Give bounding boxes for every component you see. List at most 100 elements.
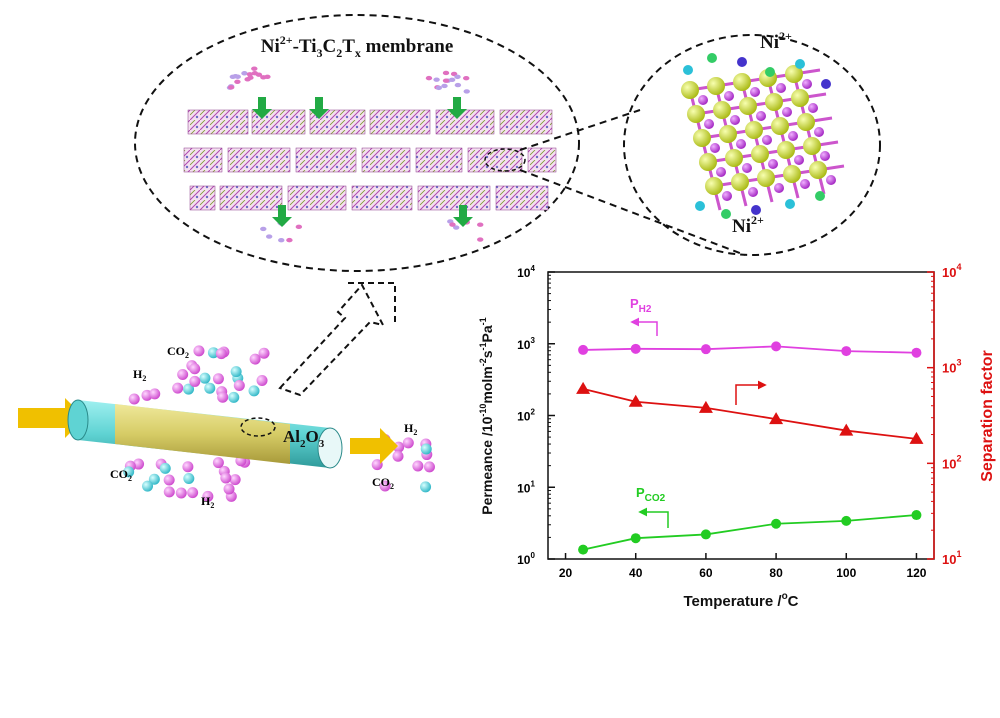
tube-gas-molecule-21 <box>189 375 201 387</box>
gas-molecule-19 <box>441 83 448 89</box>
y-tick-label-2: 102 <box>517 408 535 424</box>
crystal-label-bottom: Ni2+ <box>732 213 764 237</box>
crystal-ti-atom-17 <box>768 159 778 169</box>
tube-gas-molecule-15 <box>215 348 227 360</box>
zoom-line-top <box>519 109 641 151</box>
mxene-nanosheet-3 <box>369 109 431 135</box>
crystal-ti-atom-8 <box>782 107 792 117</box>
green-arrow-down-4 <box>272 205 292 227</box>
tube-gas-molecule-3 <box>233 380 245 392</box>
mxene-nanosheet-7 <box>227 147 291 173</box>
crystal-ti-atom-10 <box>710 143 720 153</box>
tube-gas-molecule-4 <box>228 391 240 403</box>
feed-arrow <box>18 398 85 438</box>
gas-molecule-4 <box>251 66 258 71</box>
point-pco2-2 <box>700 529 711 540</box>
mxene-nanosheet-18 <box>495 185 549 211</box>
crystal-ti-atom-21 <box>748 187 758 197</box>
gas-molecule-28 <box>433 77 440 82</box>
y2-tick-label-3: 104 <box>942 262 961 280</box>
crystal-atom-1 <box>707 77 725 95</box>
gas-molecule-27 <box>425 75 433 81</box>
crystal-zoom-ellipse <box>623 34 881 256</box>
mxene-nanosheet-10 <box>415 147 463 173</box>
crystal-ti-atom-9 <box>808 103 818 113</box>
x-axis-label: Temperature /oC <box>683 591 798 610</box>
crystal-ti-atom-19 <box>820 151 830 161</box>
gas-molecule-25 <box>463 89 470 94</box>
tube-gas-molecule-33 <box>229 474 241 486</box>
gas-label-h2-b: H2 <box>201 494 214 510</box>
gas-molecule-30 <box>260 226 267 232</box>
gas-molecule-22 <box>442 78 450 83</box>
point-pco2-0 <box>578 544 589 555</box>
permeate-arrow <box>350 428 398 464</box>
crystal-ti-atom-11 <box>736 139 746 149</box>
crystal-atom-16 <box>725 149 743 167</box>
mxene-nanosheet-5 <box>499 109 553 135</box>
gas-label-h2-a: H2 <box>133 367 146 383</box>
gas-molecule-29 <box>454 74 461 80</box>
crystal-ti-atom-3 <box>776 83 786 93</box>
crystal-atom-19 <box>803 137 821 155</box>
crystal-atom-24 <box>809 161 827 179</box>
crystal-ti-atom-7 <box>756 111 766 121</box>
crystal-ti-atom-16 <box>742 163 752 173</box>
gas-molecule-43 <box>449 222 456 227</box>
crystal-atom-20 <box>705 177 723 195</box>
crystal-ti-atom-22 <box>774 183 784 193</box>
series-line-ph2 <box>583 345 917 354</box>
crystal-atom-12 <box>745 121 763 139</box>
green-arrow-down-3 <box>447 97 467 119</box>
point-pco2-5 <box>911 510 922 521</box>
gas-label-co2-c: CO2 <box>372 475 394 491</box>
mxene-nanosheet-6 <box>183 147 223 173</box>
series-label-ph2: PH2 <box>630 296 652 315</box>
mxene-nanosheet-9 <box>361 147 411 173</box>
gas-molecule-6 <box>247 75 254 80</box>
mxene-nanosheet-17 <box>417 185 491 211</box>
y2-axis-ticks: 101 102 103 104 <box>927 262 961 567</box>
membrane-zoom-ellipse <box>134 14 580 272</box>
tube-membrane-coating <box>115 404 290 464</box>
tube-gas-molecule-9 <box>230 366 242 378</box>
point-ph2-1 <box>630 343 641 354</box>
x-tick-label-4: 100 <box>836 566 856 580</box>
y2-tick-label-2: 103 <box>942 358 961 376</box>
y2-axis-label: Separation factor <box>979 350 996 482</box>
tube-gas-molecule-48 <box>412 460 424 472</box>
mxene-nanosheet-13 <box>189 185 216 211</box>
point-separation-5 <box>909 431 924 444</box>
gas-label-h2-c: H2 <box>404 421 417 437</box>
point-ph2-4 <box>841 346 852 357</box>
crystal-atom-13 <box>771 117 789 135</box>
point-pco2-1 <box>630 533 641 544</box>
crystal-ti-atom-1 <box>724 91 734 101</box>
gas-molecule-39 <box>477 237 484 242</box>
green-arrow-down-2 <box>309 97 329 119</box>
y-tick-label-3: 103 <box>517 336 535 352</box>
tube-module: Al2O3 CO2 H2 CO2 H2 H2 CO2 <box>18 344 435 510</box>
tube-zoom-ellipse <box>240 417 276 437</box>
gas-molecule-3 <box>241 71 248 76</box>
support-label: Al2O3 <box>283 427 325 450</box>
tube-gas-molecule-20 <box>204 382 216 394</box>
point-separation-2 <box>698 400 713 413</box>
crystal-atom-6 <box>713 101 731 119</box>
mxene-layer-stack <box>183 109 557 211</box>
gas-molecule-5 <box>234 79 241 84</box>
tube-gas-molecule-18 <box>256 375 268 387</box>
crystal-atom-17 <box>751 145 769 163</box>
y-axis-label: Permeance /10-10molm-2s-1Pa-1 <box>478 317 495 514</box>
separation-axis-indicator <box>735 380 767 405</box>
tube-gas-molecule-26 <box>163 474 175 486</box>
gas-molecule-32 <box>278 237 285 243</box>
crystal-ti-atom-24 <box>826 175 836 185</box>
gas-molecule-18 <box>442 70 450 76</box>
tube-gas-molecule-17 <box>177 368 189 380</box>
crystal-ti-atom-2 <box>750 87 760 97</box>
tube-gas-molecule-56 <box>379 480 391 492</box>
gas-molecule-13 <box>255 72 263 77</box>
crystal-atom-8 <box>765 93 783 111</box>
